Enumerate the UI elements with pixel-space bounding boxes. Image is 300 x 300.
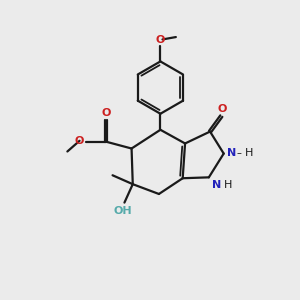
Text: O: O bbox=[218, 104, 227, 114]
Text: –: – bbox=[236, 148, 241, 158]
Text: N: N bbox=[212, 180, 222, 190]
Text: H: H bbox=[224, 180, 232, 190]
Text: OH: OH bbox=[114, 206, 132, 216]
Text: O: O bbox=[156, 35, 165, 45]
Text: O: O bbox=[101, 108, 111, 118]
Text: N: N bbox=[227, 148, 236, 158]
Text: O: O bbox=[74, 136, 84, 146]
Text: H: H bbox=[244, 148, 253, 158]
